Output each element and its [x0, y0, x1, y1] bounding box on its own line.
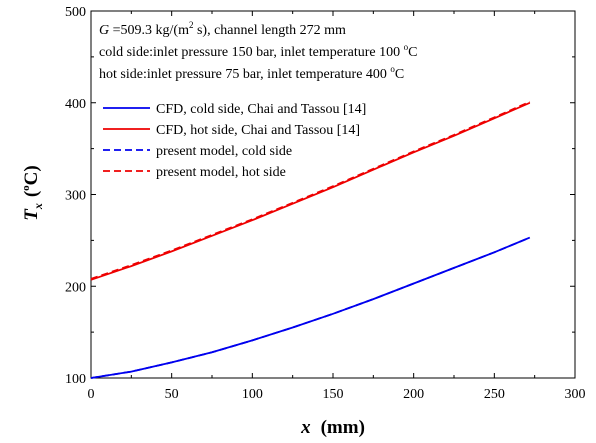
x-axis-title: x (mm): [300, 417, 365, 438]
annotation-line-1: G =509.3 kg/(m2 s), channel length 272 m…: [99, 20, 346, 38]
series-line-1: [90, 236, 531, 379]
annotation-line-3: hot side:inlet pressure 75 bar, inlet te…: [99, 64, 404, 82]
y-axis-ticks: 100 200 300 400 500: [65, 5, 575, 387]
annotation-block: G =509.3 kg/(m2 s), channel length 272 m…: [99, 20, 417, 82]
series-line-4: [90, 100, 531, 280]
series-line-3: [90, 236, 531, 379]
x-tick-label: 50: [165, 387, 179, 402]
y-tick-label: 200: [65, 280, 86, 295]
y-axis-title: Tx(oC): [20, 165, 45, 221]
x-tick-label: 200: [403, 387, 424, 402]
annotation-line-2: cold side:inlet pressure 150 bar, inlet …: [99, 42, 417, 60]
legend-label-3: present model, cold side: [156, 144, 292, 159]
series-layer: [90, 100, 531, 379]
x-tick-label: 250: [484, 387, 505, 402]
y-tick-label: 100: [65, 372, 86, 387]
y-tick-label: 400: [65, 97, 86, 112]
legend-label-2: CFD, hot side, Chai and Tassou [14]: [156, 123, 360, 138]
y-tick-label: 500: [65, 5, 86, 20]
x-tick-label: 100: [242, 387, 263, 402]
x-axis-ticks: 0 50 100 150 200 250 300: [88, 11, 586, 402]
y-tick-label: 300: [65, 189, 86, 204]
x-tick-label: 0: [88, 387, 95, 402]
legend-label-4: present model, hot side: [156, 165, 286, 180]
x-tick-label: 150: [323, 387, 344, 402]
legend: CFD, cold side, Chai and Tassou [14] CFD,…: [103, 102, 366, 180]
legend-label-1: CFD, cold side, Chai and Tassou [14]: [156, 102, 366, 117]
x-tick-label: 300: [565, 387, 586, 402]
